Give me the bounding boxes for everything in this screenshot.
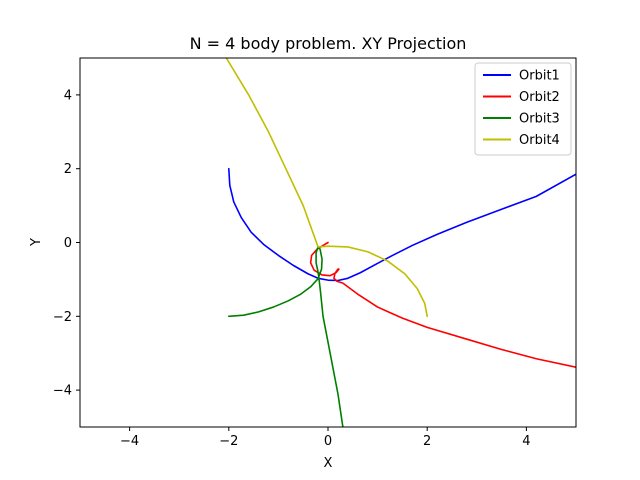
series-line-orbit4 [225,58,428,318]
series-line-orbit3 [228,246,344,427]
y-tick-label: 0 [64,236,72,251]
chart-title: N = 4 body problem. XY Projection [190,34,467,53]
x-axis-label: X [324,456,333,471]
legend-box [474,62,572,156]
legend-label-orbit1: Orbit1 [519,69,560,84]
y-axis-label: Y [29,238,44,247]
y-tick-label: 2 [64,162,72,177]
y-tick-label: 4 [64,88,72,103]
series-line-orbit1 [228,167,576,282]
legend-label-orbit2: Orbit2 [519,90,560,105]
x-tick-label: 0 [324,434,332,449]
x-tick-label: −4 [120,434,139,449]
y-tick-label: −2 [53,310,72,325]
legend-label-orbit3: Orbit3 [519,112,560,127]
legend: Orbit1 Orbit2 Orbit3 Orbit4 [474,62,572,156]
x-tick-label: 2 [423,434,431,449]
ticks-layer: −4 −2 0 2 4 −4 −2 0 2 4 [53,88,531,449]
x-tick-label: −2 [219,434,238,449]
series-line-orbit2 [309,241,576,369]
y-tick-label: −4 [53,384,72,399]
legend-label-orbit4: Orbit4 [519,133,560,148]
x-tick-label: 4 [522,434,530,449]
series-layer [225,58,576,427]
